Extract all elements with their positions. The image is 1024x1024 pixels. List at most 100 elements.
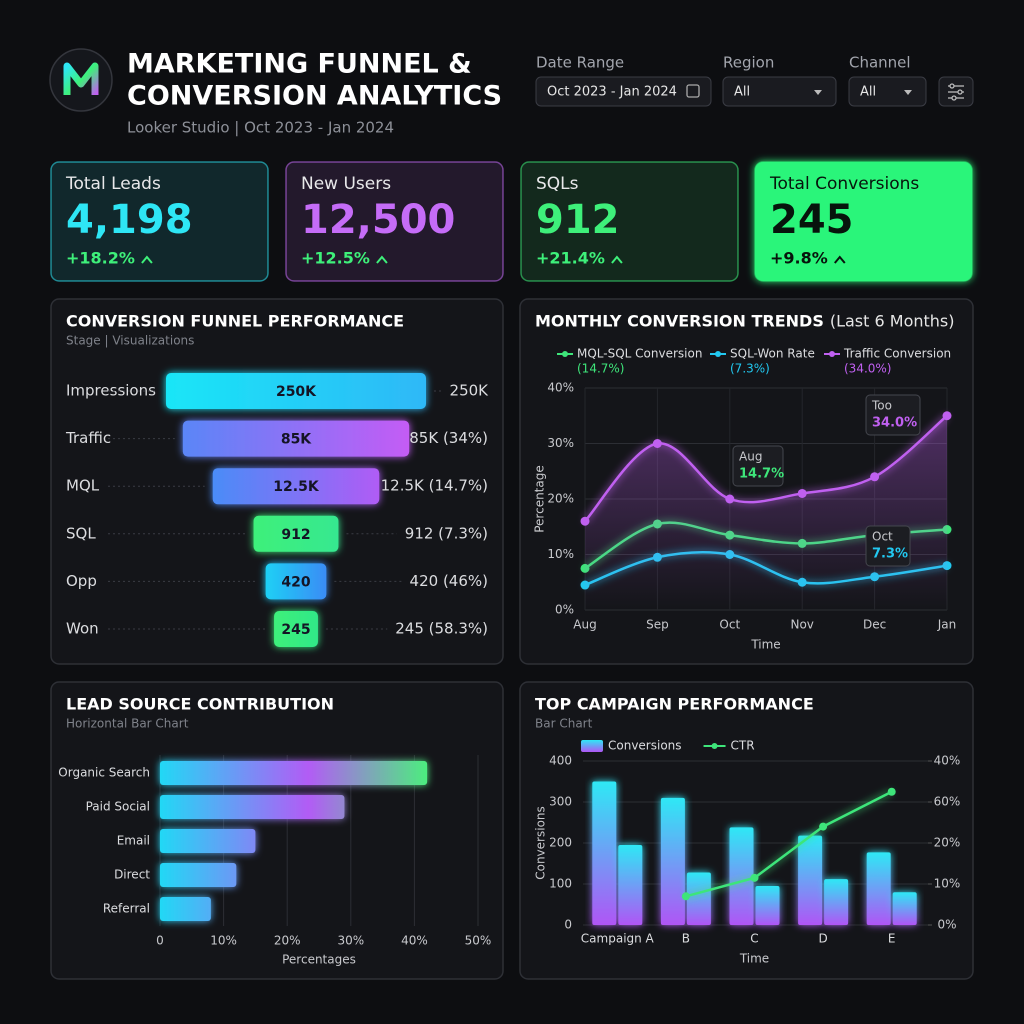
funnel-bar xyxy=(212,468,380,505)
bar xyxy=(866,852,891,925)
y-axis-title: Conversions xyxy=(534,806,548,880)
stage-label: Won xyxy=(66,620,99,638)
x-axis-title: Time xyxy=(750,638,780,652)
bar xyxy=(160,761,428,785)
kpi-card xyxy=(285,161,504,282)
change-arrow xyxy=(611,255,623,264)
side-label: 912 (7.3%) xyxy=(405,524,488,542)
x-tick-label: Jan xyxy=(937,618,957,632)
title-line: CONVERSION ANALYTICS xyxy=(127,81,502,112)
kpi-value: 245 xyxy=(770,197,854,243)
x-tick-label: 40% xyxy=(401,934,428,948)
bar xyxy=(160,897,211,921)
point xyxy=(681,892,690,901)
x-tick-label: D xyxy=(818,932,827,946)
legend-label: MQL-SQL Conversion xyxy=(577,347,702,361)
tooltip xyxy=(865,525,911,567)
funnel-value-label: 12.5K xyxy=(273,479,320,495)
kpi-change: +9.8% xyxy=(770,249,828,268)
legend-swatch xyxy=(715,351,721,357)
kpi-label: New Users xyxy=(301,174,391,194)
x-tick-label: 30% xyxy=(337,934,364,948)
y-axis-title: Percentage xyxy=(533,465,547,533)
subtitle: Looker Studio | Oct 2023 - Jan 2024 xyxy=(127,119,394,137)
y2-tick-label: 60% xyxy=(934,795,961,809)
point xyxy=(580,516,590,526)
bar xyxy=(592,781,617,925)
x-tick-label: 10% xyxy=(210,934,237,948)
dropdown-caret xyxy=(904,90,912,95)
filter-label: Date Range xyxy=(536,54,624,72)
legend-note: (34.0%) xyxy=(844,362,891,376)
y-tick-label: 200 xyxy=(549,836,572,850)
kpi-change: +18.2% xyxy=(66,249,135,268)
logo-mark xyxy=(63,62,99,95)
point xyxy=(725,494,735,504)
x-tick-label: Dec xyxy=(863,618,886,632)
x-tick-label: Sep xyxy=(646,618,669,632)
legend-swatch xyxy=(829,351,835,357)
legend-swatch xyxy=(581,740,603,752)
stage-label: Traffic xyxy=(65,429,111,447)
kpi-label: Total Leads xyxy=(65,174,161,194)
funnel-value-label: 912 xyxy=(281,527,310,543)
legend-swatch xyxy=(711,743,718,749)
side-label: 12.5K (14.7%) xyxy=(381,477,488,495)
kpi-value: 12,500 xyxy=(301,197,455,243)
y-tick-label: 10% xyxy=(547,547,574,561)
chart-title-note: (Last 6 Months) xyxy=(830,312,955,331)
y-tick-label: 100 xyxy=(549,877,572,891)
funnel-value-label: 85K xyxy=(281,432,312,448)
legend-note: (7.3%) xyxy=(730,362,770,376)
point xyxy=(797,488,807,498)
bar xyxy=(755,886,780,925)
change-arrow xyxy=(141,255,153,264)
funnel-bar xyxy=(166,373,426,409)
chart-title: CONVERSION FUNNEL PERFORMANCE xyxy=(66,312,404,331)
funnel-value-label: 420 xyxy=(281,574,310,590)
x-tick-label: Campaign A xyxy=(581,932,655,946)
bar xyxy=(160,829,256,853)
kpi-change: +21.4% xyxy=(536,249,605,268)
filter-label: Region xyxy=(723,54,774,72)
title-line: MARKETING FUNNEL & xyxy=(127,49,472,80)
y-tick-label: 30% xyxy=(547,436,574,450)
filter-dropdown[interactable] xyxy=(848,76,927,107)
y-tick-label: 400 xyxy=(549,754,572,768)
kpi-label: Total Conversions xyxy=(769,174,919,194)
tooltip-title: Aug xyxy=(739,450,762,464)
funnel-value-label: 245 xyxy=(281,622,310,638)
point xyxy=(870,472,880,482)
y-tick-label: Email xyxy=(117,834,150,848)
x-axis-title: Time xyxy=(739,952,769,966)
legend-label: Conversions xyxy=(608,739,682,753)
kpi-card xyxy=(520,161,739,282)
x-tick-label: Aug xyxy=(573,618,596,632)
legend-swatch xyxy=(562,351,568,357)
chart-title: MONTHLY CONVERSION TRENDS xyxy=(535,312,824,331)
filter-dropdown[interactable] xyxy=(535,76,712,107)
side-label: 85K (34%) xyxy=(409,429,488,447)
y2-tick-label: 40% xyxy=(934,754,961,768)
bar xyxy=(160,863,237,887)
legend-label: CTR xyxy=(731,739,755,753)
kpi-label: SQLs xyxy=(536,174,579,194)
stage-label: MQL xyxy=(66,477,100,495)
kpi-value: 4,198 xyxy=(66,197,193,243)
settings-icon xyxy=(949,83,955,89)
filter-value: All xyxy=(860,85,876,100)
tooltip xyxy=(865,394,921,436)
filter-dropdown[interactable] xyxy=(722,76,837,107)
x-tick-label: Oct xyxy=(719,618,740,632)
bar xyxy=(798,835,823,925)
funnel-value-label: 250K xyxy=(276,384,317,400)
bar xyxy=(686,872,711,925)
bar xyxy=(618,845,643,925)
y-tick-label: Referral xyxy=(103,902,150,916)
stage-label: Opp xyxy=(66,572,97,590)
line xyxy=(685,790,893,898)
kpi-value: 912 xyxy=(536,197,620,243)
side-label: 420 (46%) xyxy=(410,572,488,590)
bar xyxy=(160,795,345,819)
